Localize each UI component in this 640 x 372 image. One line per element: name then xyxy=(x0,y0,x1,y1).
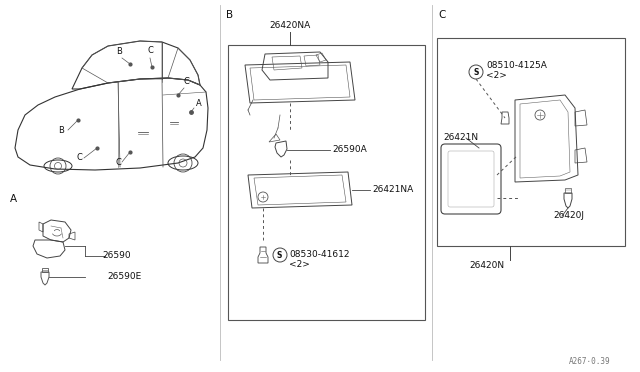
Text: 26590A: 26590A xyxy=(332,145,367,154)
Text: C: C xyxy=(438,10,445,20)
Text: B: B xyxy=(58,126,64,135)
Text: 08530-41612: 08530-41612 xyxy=(289,250,349,259)
Text: B: B xyxy=(226,10,233,20)
Bar xyxy=(228,45,425,320)
Text: A267⋅0.39: A267⋅0.39 xyxy=(569,357,611,366)
Text: S: S xyxy=(474,67,479,77)
Text: 26421N: 26421N xyxy=(443,133,478,142)
Text: <2>: <2> xyxy=(486,71,507,80)
Text: <2>: <2> xyxy=(289,260,310,269)
Text: 26421NA: 26421NA xyxy=(372,185,413,194)
Text: 26590E: 26590E xyxy=(107,272,141,281)
Text: 26420NA: 26420NA xyxy=(269,21,310,30)
Bar xyxy=(565,188,571,193)
Text: C: C xyxy=(184,77,190,86)
Text: S: S xyxy=(277,250,282,260)
Text: C: C xyxy=(148,46,154,55)
Text: A: A xyxy=(10,194,17,204)
Bar xyxy=(437,38,625,246)
Text: C: C xyxy=(115,158,121,167)
Text: 26590: 26590 xyxy=(102,251,131,260)
Text: B: B xyxy=(116,47,122,56)
Text: 26420N: 26420N xyxy=(469,261,504,270)
Text: 26420J: 26420J xyxy=(553,211,584,220)
Text: A: A xyxy=(196,99,202,108)
Bar xyxy=(42,268,48,272)
Text: C: C xyxy=(76,153,82,162)
Text: 08510-4125A: 08510-4125A xyxy=(486,61,547,70)
